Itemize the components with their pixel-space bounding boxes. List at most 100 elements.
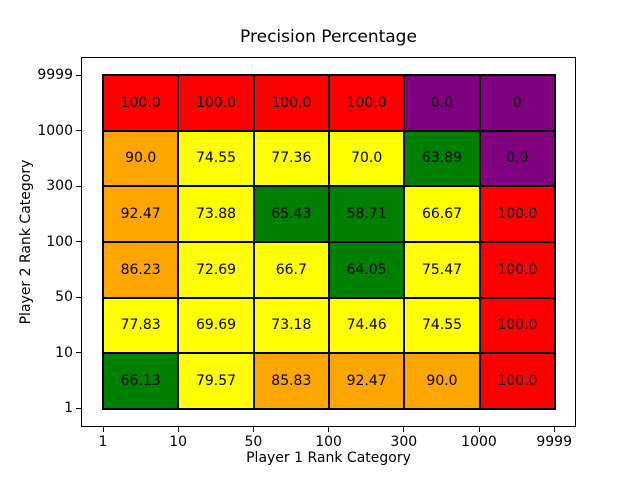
heatmap-cell: 90.0 xyxy=(103,130,179,187)
heatmap-cell: 74.55 xyxy=(178,130,254,187)
y-tick-mark xyxy=(76,74,81,76)
heatmap-cell-value: 64.05 xyxy=(346,261,387,278)
heatmap-cell: 79.57 xyxy=(178,353,254,409)
heatmap-cell: 90.0 xyxy=(404,353,480,409)
heatmap-cell: 66.67 xyxy=(404,186,480,242)
x-axis-label: Player 1 Rank Category xyxy=(246,450,411,466)
heatmap-cell-value: 77.36 xyxy=(271,150,312,167)
heatmap-cell-value: 63.89 xyxy=(421,150,463,167)
heatmap-cell: 72.69 xyxy=(178,242,254,298)
x-tick-label: 1000 xyxy=(461,434,497,450)
heatmap-cell-value: 58.71 xyxy=(346,206,387,223)
heatmap-cell: 74.46 xyxy=(329,297,405,354)
x-tick-mark xyxy=(553,427,555,432)
heatmap-cell: 58.71 xyxy=(329,186,405,242)
heatmap-cell-value: 100.0 xyxy=(195,94,237,111)
heatmap-cell: 74.55 xyxy=(404,297,480,354)
heatmap-cell: 100.0 xyxy=(103,75,179,131)
heatmap-cell: 92.47 xyxy=(329,353,405,409)
x-tick-label: 10 xyxy=(169,434,188,450)
heatmap-cell: 86.23 xyxy=(103,242,179,298)
heatmap-cell-value: 85.83 xyxy=(271,373,312,390)
x-tick-mark xyxy=(102,427,104,432)
heatmap-cell-value: 65.43 xyxy=(271,206,312,223)
heatmap-cell: 77.83 xyxy=(103,297,179,354)
x-tick-mark xyxy=(252,427,254,432)
heatmap-cell: 100.0 xyxy=(329,75,405,131)
heatmap-cell-value: 0.0 xyxy=(506,150,529,167)
y-tick-label: 100 xyxy=(46,233,73,250)
x-tick-label: 100 xyxy=(315,434,342,450)
heatmap-cell: 63.89 xyxy=(404,130,480,187)
heatmap-cell: 73.88 xyxy=(178,186,254,242)
x-tick-label: 9999 xyxy=(536,434,572,450)
heatmap-cell-value: 72.69 xyxy=(195,261,237,278)
y-tick-label: 1000 xyxy=(37,122,73,139)
heatmap-cell: 100.0 xyxy=(479,242,555,298)
y-tick-label: 10 xyxy=(55,344,73,361)
heatmap-cell-value: 74.46 xyxy=(346,317,387,334)
heatmap-cell-value: 73.18 xyxy=(271,317,312,334)
heatmap-cell: 73.18 xyxy=(253,297,329,354)
heatmap-cell: 77.36 xyxy=(253,130,329,187)
heatmap-cell-value: 70.0 xyxy=(351,150,383,167)
heatmap-cell: 64.05 xyxy=(329,242,405,298)
heatmap-cell-value: 69.69 xyxy=(195,317,237,334)
x-tick-mark xyxy=(403,427,405,432)
heatmap-cell: 100.0 xyxy=(479,186,555,242)
heatmap-cell: 75.47 xyxy=(404,242,480,298)
heatmap-cell-value: 100.0 xyxy=(346,94,387,111)
heatmap-cell: 100.0 xyxy=(479,353,555,409)
heatmap-cell: 100.0 xyxy=(178,75,254,131)
heatmap-cell-value: 86.23 xyxy=(120,261,161,278)
heatmap-cell-value: 66.7 xyxy=(275,261,307,278)
x-tick-label: 1 xyxy=(98,434,108,450)
heatmap-cell-value: 0 xyxy=(512,94,522,111)
heatmap-cell-value: 100.0 xyxy=(497,206,538,223)
heatmap-cell: 66.7 xyxy=(253,242,329,298)
y-tick-mark xyxy=(76,130,81,131)
y-tick-mark xyxy=(76,352,81,353)
heatmap-cell: 85.83 xyxy=(253,353,329,409)
heatmap-cell: 66.13 xyxy=(103,353,179,409)
heatmap-cell: 70.0 xyxy=(329,130,405,187)
y-tick-mark xyxy=(76,407,81,409)
y-tick-mark xyxy=(76,185,81,187)
x-tick-label: 50 xyxy=(244,434,263,450)
y-tick-mark xyxy=(76,241,81,242)
heatmap-cell-value: 66.67 xyxy=(421,206,463,223)
heatmap-cell: 100.0 xyxy=(253,75,329,131)
heatmap-cell: 0.0 xyxy=(479,130,555,187)
y-tick-label: 1 xyxy=(64,400,73,416)
heatmap-cell: 0.0 xyxy=(404,75,480,131)
y-tick-label: 9999 xyxy=(37,67,73,83)
chart-title: Precision Percentage xyxy=(240,27,417,47)
x-tick-mark xyxy=(177,427,179,432)
heatmap-cell-value: 100.0 xyxy=(497,373,538,390)
y-tick-label: 50 xyxy=(55,289,73,305)
heatmap-cell: 65.43 xyxy=(253,186,329,242)
heatmap-cell-value: 100.0 xyxy=(120,94,161,111)
heatmap-cell-value: 66.13 xyxy=(120,373,161,390)
heatmap-cell: 100.0 xyxy=(479,297,555,354)
heatmap-cell-value: 74.55 xyxy=(195,150,237,167)
heatmap-cell-value: 79.57 xyxy=(195,373,237,390)
heatmap-cell-value: 92.47 xyxy=(346,373,387,390)
heatmap-cell-value: 0.0 xyxy=(430,94,454,111)
heatmap-cell-value: 100.0 xyxy=(497,317,538,334)
heatmap-cell-value: 90.0 xyxy=(125,150,157,167)
heatmap-cell-value: 73.88 xyxy=(195,206,237,223)
x-tick-mark xyxy=(328,427,330,432)
heatmap-cell-value: 100.0 xyxy=(271,94,312,111)
heatmap-cell-value: 100.0 xyxy=(497,261,538,278)
heatmap-cell-value: 75.47 xyxy=(421,261,463,278)
y-tick-mark xyxy=(76,296,81,298)
heatmap-cell: 92.47 xyxy=(103,186,179,242)
y-tick-label: 300 xyxy=(46,178,73,194)
heatmap-cell: 69.69 xyxy=(178,297,254,354)
x-tick-mark xyxy=(478,427,480,432)
heatmap-cell-value: 77.83 xyxy=(120,317,161,334)
heatmap-cell: 0 xyxy=(479,75,555,131)
heatmap-grid: 100.0 100.0 100.0 100.0 0.0 0 90.0 74.55 77.36 70… xyxy=(102,74,556,410)
